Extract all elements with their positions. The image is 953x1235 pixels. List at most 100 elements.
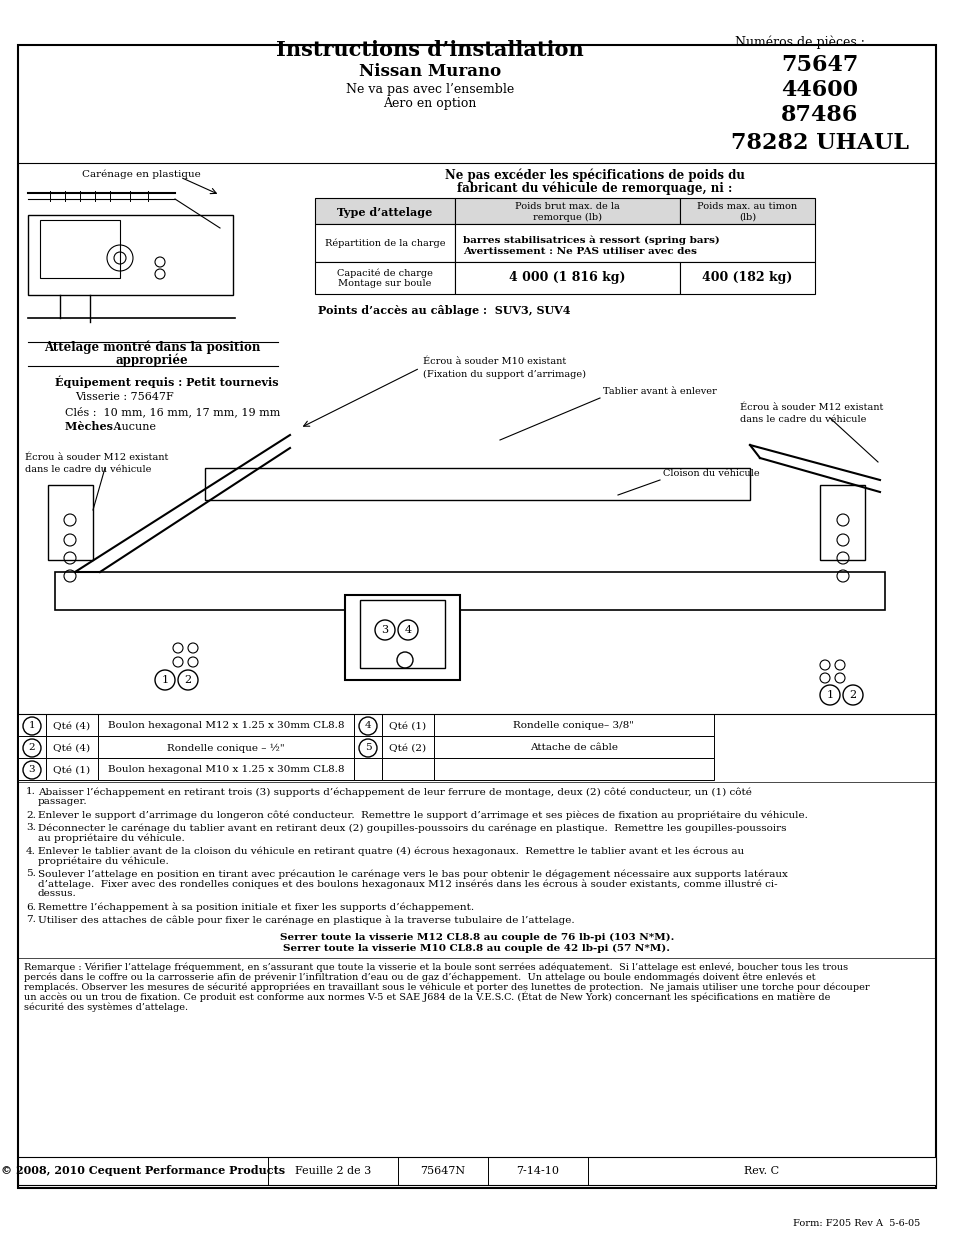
Text: Carénage en plastique: Carénage en plastique — [82, 169, 200, 179]
Bar — [354, 736, 381, 758]
Text: Enlever le support d’arrimage du longeron côté conducteur.  Remettre le support : Enlever le support d’arrimage du longero… — [38, 810, 807, 820]
Text: 7.: 7. — [26, 915, 36, 925]
Text: Capacité de charge
Montage sur boule: Capacité de charge Montage sur boule — [336, 268, 433, 288]
Text: 2: 2 — [184, 676, 192, 685]
Text: sécurité des systèmes d’attelage.: sécurité des systèmes d’attelage. — [24, 1003, 188, 1011]
Text: d’attelage.  Fixer avec des rondelles coniques et des boulons hexagonaux M12 ins: d’attelage. Fixer avec des rondelles con… — [38, 879, 777, 889]
Text: Ne va pas avec l’ensemble: Ne va pas avec l’ensemble — [346, 84, 514, 96]
Bar — [314, 224, 455, 262]
Text: Écrou à souder M12 existant: Écrou à souder M12 existant — [25, 453, 168, 462]
Bar — [46, 736, 98, 758]
Bar — [354, 714, 381, 736]
Text: 5: 5 — [364, 743, 371, 752]
Text: Qté (4): Qté (4) — [53, 743, 91, 752]
Text: Boulon hexagonal M12 x 1.25 x 30mm CL8.8: Boulon hexagonal M12 x 1.25 x 30mm CL8.8 — [108, 721, 344, 730]
Text: barres stabilisatrices à ressort (spring bars): barres stabilisatrices à ressort (spring… — [462, 235, 719, 245]
Text: Qté (1): Qté (1) — [389, 721, 426, 730]
Bar — [820, 485, 864, 559]
Text: Instructions d’installation: Instructions d’installation — [275, 40, 583, 61]
Bar — [48, 485, 92, 559]
Text: appropriée: appropriée — [115, 353, 188, 367]
Bar — [46, 714, 98, 736]
Text: percés dans le coffre ou la carrosserie afin de prévenir l’infiltration d’eau ou: percés dans le coffre ou la carrosserie … — [24, 972, 815, 982]
Bar — [679, 262, 814, 294]
Text: propriétaire du véhicule.: propriétaire du véhicule. — [38, 856, 169, 866]
Text: Utiliser des attaches de câble pour fixer le carénage en plastique à la traverse: Utiliser des attaches de câble pour fixe… — [38, 915, 574, 925]
Text: Clés :  10 mm, 16 mm, 17 mm, 19 mm: Clés : 10 mm, 16 mm, 17 mm, 19 mm — [65, 406, 280, 417]
Text: remplacés. Observer les mesures de sécurité appropriées en travaillant sous le v: remplacés. Observer les mesures de sécur… — [24, 982, 869, 992]
Text: Visserie : 75647F: Visserie : 75647F — [75, 391, 173, 403]
Text: Soulever l’attelage en position en tirant avec précaution le carénage vers le ba: Soulever l’attelage en position en tiran… — [38, 869, 787, 879]
Bar — [455, 262, 679, 294]
Text: Ne pas excéder les spécifications de poids du: Ne pas excéder les spécifications de poi… — [445, 168, 744, 182]
Text: 78282 UHAUL: 78282 UHAUL — [730, 132, 908, 154]
Bar — [18, 758, 46, 781]
Bar — [455, 224, 814, 262]
Text: Poids max. au timon
(lb): Poids max. au timon (lb) — [697, 203, 797, 222]
Bar — [18, 736, 46, 758]
Text: Points d’accès au câblage :  SUV3, SUV4: Points d’accès au câblage : SUV3, SUV4 — [317, 305, 570, 315]
Bar — [314, 198, 455, 224]
Bar — [434, 714, 713, 736]
Text: 1.: 1. — [26, 788, 36, 797]
Text: 3: 3 — [29, 766, 35, 774]
Text: 1: 1 — [825, 690, 833, 700]
Bar — [98, 714, 354, 736]
Text: 1: 1 — [29, 721, 35, 730]
Text: Rev. C: Rev. C — [743, 1166, 779, 1176]
Bar — [359, 600, 444, 668]
Text: dessus.: dessus. — [38, 889, 76, 899]
Bar — [455, 198, 679, 224]
Text: Qté (1): Qté (1) — [53, 766, 91, 774]
Text: 2: 2 — [848, 690, 856, 700]
Bar — [381, 714, 434, 736]
Text: Qté (2): Qté (2) — [389, 743, 426, 752]
Text: Rondelle conique – ½": Rondelle conique – ½" — [167, 743, 285, 752]
Text: fabricant du véhicule de remorquage, ni :: fabricant du véhicule de remorquage, ni … — [456, 182, 732, 195]
Text: 6.: 6. — [26, 903, 36, 911]
Bar — [18, 714, 46, 736]
Text: Écrou à souder M10 existant: Écrou à souder M10 existant — [422, 357, 566, 367]
Text: dans le cadre du véhicule: dans le cadre du véhicule — [740, 415, 865, 425]
Bar — [381, 736, 434, 758]
Text: Remarque : Vérifier l’attelage fréquemment, en s’assurant que toute la visserie : Remarque : Vérifier l’attelage fréquemme… — [24, 962, 847, 972]
Text: Feuille 2 de 3: Feuille 2 de 3 — [294, 1166, 371, 1176]
Text: Nissan Murano: Nissan Murano — [358, 63, 500, 80]
Text: Numéros de pièces :: Numéros de pièces : — [735, 36, 864, 48]
Text: Boulon hexagonal M10 x 1.25 x 30mm CL8.8: Boulon hexagonal M10 x 1.25 x 30mm CL8.8 — [108, 766, 344, 774]
Text: un accès ou un trou de fixation. Ce produit est conforme aux normes V-5 et SAE J: un accès ou un trou de fixation. Ce prod… — [24, 992, 829, 1003]
Bar — [18, 1157, 935, 1186]
Text: Avertissement : Ne PAS utiliser avec des: Avertissement : Ne PAS utiliser avec des — [462, 247, 696, 257]
Text: Serrer toute la visserie M10 CL8.8 au couple de 42 lb-pi (57 N*M).: Serrer toute la visserie M10 CL8.8 au co… — [283, 944, 670, 952]
Text: 2.: 2. — [26, 810, 36, 820]
Text: 4 000 (1 816 kg): 4 000 (1 816 kg) — [509, 272, 625, 284]
Text: 3: 3 — [381, 625, 388, 635]
Text: Rondelle conique– 3/8": Rondelle conique– 3/8" — [513, 721, 634, 730]
Text: 1: 1 — [161, 676, 169, 685]
Text: Tablier avant à enlever: Tablier avant à enlever — [602, 388, 716, 396]
Bar — [434, 736, 713, 758]
Bar — [679, 198, 814, 224]
Text: Aucune: Aucune — [110, 422, 156, 432]
Text: 5.: 5. — [26, 869, 36, 878]
Text: Enlever le tablier avant de la cloison du véhicule en retirant quatre (4) écrous: Enlever le tablier avant de la cloison d… — [38, 846, 743, 856]
Bar — [98, 736, 354, 758]
Text: © 2008, 2010 Cequent Performance Products: © 2008, 2010 Cequent Performance Product… — [1, 1166, 285, 1177]
Text: 4: 4 — [364, 721, 371, 730]
Text: Serrer toute la visserie M12 CL8.8 au couple de 76 lb-pi (103 N*M).: Serrer toute la visserie M12 CL8.8 au co… — [279, 932, 674, 941]
Text: Répartition de la charge: Répartition de la charge — [324, 238, 445, 248]
Text: Remettre l’échappement à sa position initiale et fixer les supports d’échappemen: Remettre l’échappement à sa position ini… — [38, 902, 474, 911]
Text: Poids brut max. de la
remorque (lb): Poids brut max. de la remorque (lb) — [515, 203, 619, 222]
Text: 400 (182 kg): 400 (182 kg) — [701, 272, 792, 284]
Text: 7-14-10: 7-14-10 — [516, 1166, 558, 1176]
Text: Déconnecter le carénage du tablier avant en retirant deux (2) goupilles-poussoir: Déconnecter le carénage du tablier avant… — [38, 824, 785, 832]
Text: Mèches :: Mèches : — [65, 421, 121, 432]
Text: 3.: 3. — [26, 824, 36, 832]
Text: 87486: 87486 — [781, 104, 858, 126]
Text: passager.: passager. — [38, 798, 88, 806]
Bar — [354, 758, 381, 781]
Text: 75647N: 75647N — [420, 1166, 465, 1176]
Text: Aero en option: Aero en option — [383, 96, 476, 110]
Bar — [381, 758, 434, 781]
Text: Qté (4): Qté (4) — [53, 721, 91, 730]
